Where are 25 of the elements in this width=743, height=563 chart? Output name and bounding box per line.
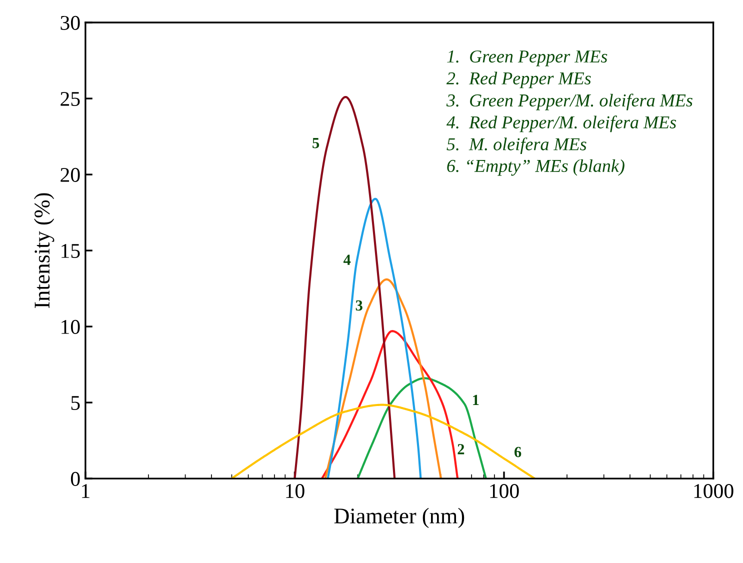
series-label: 2 [458, 444, 464, 454]
annotation: 3. Green Pepper/M. oleifera MEs [446, 94, 692, 110]
x-axis-title: Diameter (nm) [334, 508, 464, 528]
annotation: 1. Green Pepper MEs [447, 50, 608, 66]
series-label: 6 [514, 446, 522, 458]
y-tick-label: 0 [70, 472, 80, 486]
y-tick-label: 5 [71, 396, 80, 410]
annotation: 5. M. oleifera MEs [446, 137, 586, 154]
series-label: 5 [312, 138, 320, 148]
y-tick-label: 25 [60, 92, 80, 106]
annotation: 6. “Empty” MEs (blank) [447, 159, 624, 176]
annotation: 2. Red Pepper MEs [446, 72, 591, 88]
annotation: 4. Red Pepper/M. oleifera MEs [446, 116, 676, 132]
y-tick-label: 30 [60, 16, 80, 30]
y-tick-label: 15 [62, 244, 80, 258]
series-label: 4 [343, 254, 351, 265]
y-tick-label: 20 [60, 168, 80, 182]
x-tick-label: 100 [490, 484, 519, 498]
series-label: 3 [356, 300, 362, 311]
x-tick-label: 1000 [694, 484, 734, 498]
series-label: 1 [473, 394, 479, 405]
x-tick-label: 1 [82, 484, 90, 498]
x-tick-label: 10 [286, 484, 304, 498]
y-axis-title: Intensity (%) [34, 193, 54, 308]
y-tick-label: 10 [62, 320, 80, 334]
